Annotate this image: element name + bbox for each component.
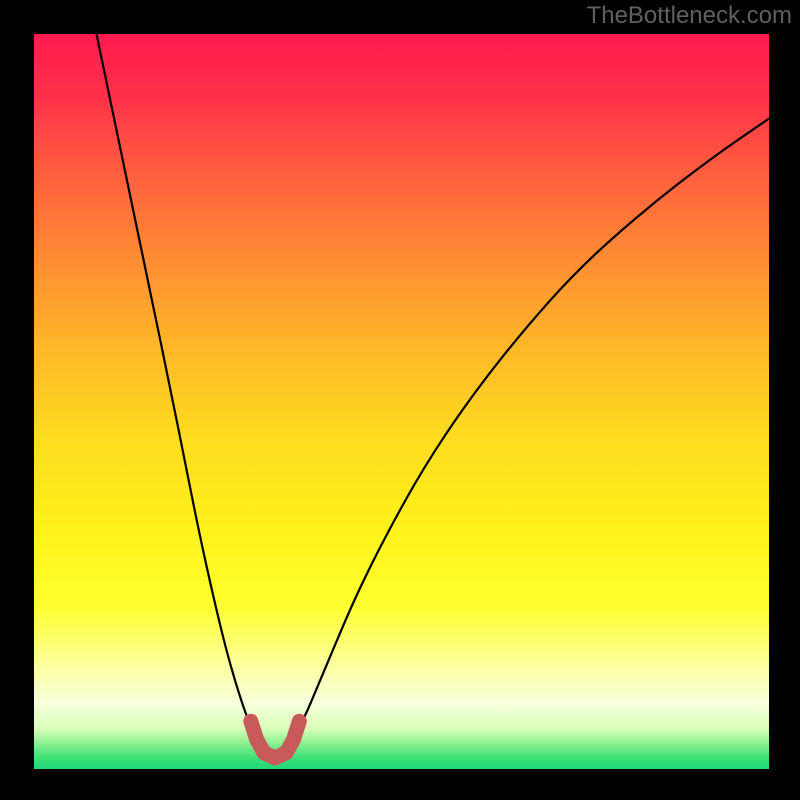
watermark-text: TheBottleneck.com bbox=[587, 2, 792, 30]
gradient-background bbox=[34, 34, 769, 769]
plot-area bbox=[34, 34, 769, 769]
chart-svg bbox=[34, 34, 769, 769]
outer-frame: TheBottleneck.com bbox=[0, 0, 800, 800]
